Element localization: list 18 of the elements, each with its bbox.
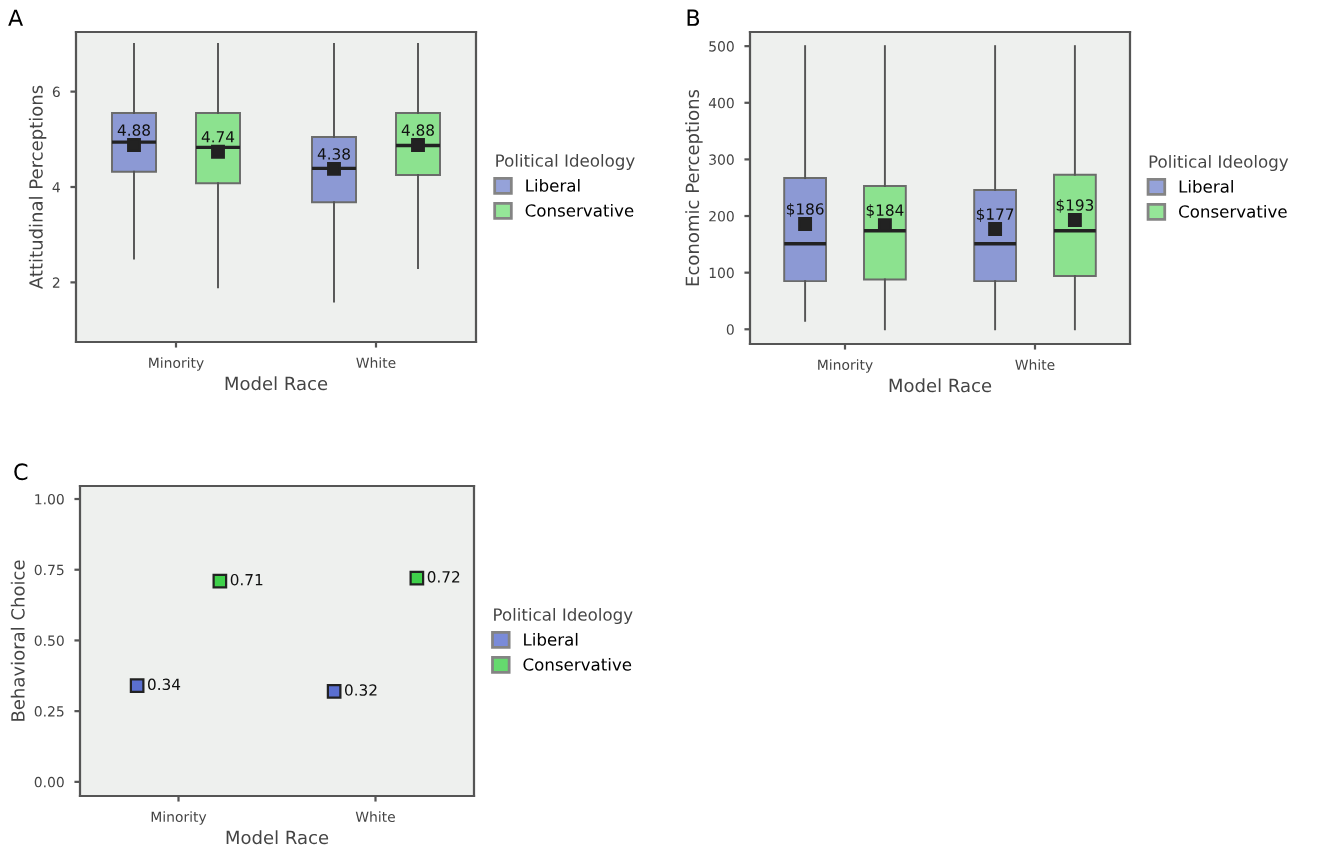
legend-label: Liberal (526, 178, 580, 192)
legend-label: Conservative (525, 203, 634, 217)
legend-title: Political Ideology (494, 607, 633, 625)
chart-title: A (8, 9, 24, 26)
x-axis-title: Model Race (226, 830, 329, 845)
legend-label: Conservative (523, 657, 632, 671)
legend-label: Liberal (524, 632, 578, 646)
chart-title: B (687, 9, 700, 26)
legend-title: Political Ideology (496, 153, 635, 171)
x-axis-title: Model Race (225, 376, 328, 391)
legend-label: Conservative (1179, 204, 1287, 218)
chart-title: C (14, 463, 28, 481)
x-axis-title: Model Race (889, 378, 992, 393)
legend-title: Political Ideology (1149, 154, 1289, 172)
legend-label: Liberal (1179, 179, 1233, 193)
y-axis-title: Attitudinal Perceptions (28, 85, 47, 290)
y-axis-title: Economic Perceptions (685, 89, 703, 286)
y-axis-title: Behavioral Choice (10, 560, 25, 721)
